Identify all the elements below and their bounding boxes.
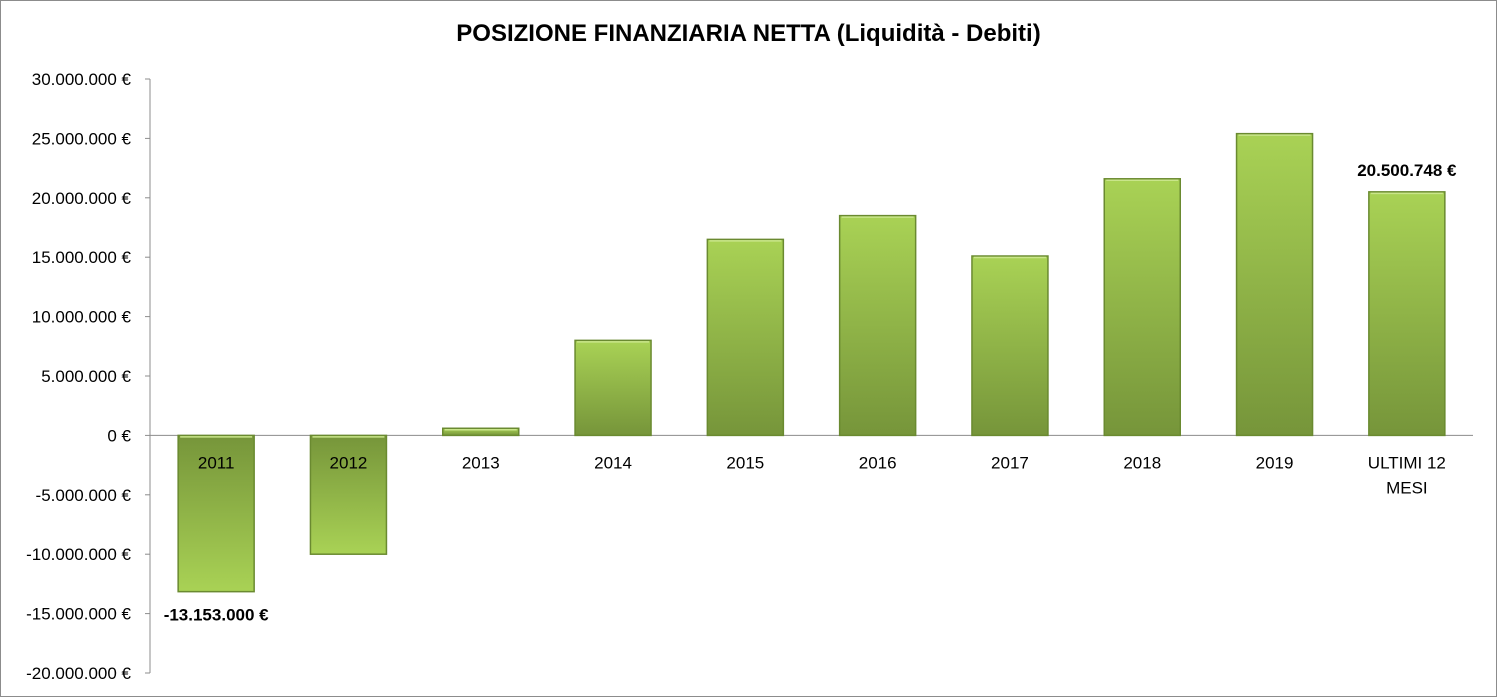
y-tick-label: -20.000.000 €: [26, 664, 131, 683]
data-label: -13.153.000 €: [164, 606, 269, 625]
x-tick-label: 2013: [462, 453, 500, 472]
x-tick-label: 2017: [991, 453, 1029, 472]
bar-2018: [1103, 178, 1181, 437]
y-tick-label: 10.000.000 €: [32, 308, 132, 327]
y-tick-label: 15.000.000 €: [32, 248, 132, 267]
y-tick-label: 0 €: [107, 426, 131, 445]
bar-2011: [177, 434, 255, 593]
bar-2013: [442, 427, 520, 437]
chart-title: POSIZIONE FINANZIARIA NETTA (Liquidità -…: [456, 20, 1041, 47]
x-tick-label: 2015: [726, 453, 764, 472]
y-tick-label: 25.000.000 €: [32, 129, 132, 148]
x-tick-label: 2011: [198, 453, 235, 472]
y-tick-label: -10.000.000 €: [26, 545, 131, 564]
y-tick-label: 5.000.000 €: [41, 367, 131, 386]
bar-2012: [309, 434, 388, 555]
x-tick-label: MESI: [1386, 478, 1428, 497]
x-tick-label: ULTIMI 12: [1368, 453, 1446, 472]
x-tick-label: 2014: [594, 453, 632, 472]
bar-2019: [1235, 132, 1314, 437]
bar-2014: [574, 339, 652, 437]
bar-2016: [838, 214, 917, 437]
y-tick-label: -15.000.000 €: [26, 605, 131, 624]
x-tick-label: 2018: [1123, 453, 1161, 472]
bar-2015: [706, 238, 785, 437]
y-tick-label: -5.000.000 €: [36, 486, 132, 505]
y-tick-label: 30.000.000 €: [32, 70, 132, 89]
bar-ultimi-12-mesi: [1368, 191, 1446, 437]
y-tick-label: 20.000.000 €: [32, 189, 132, 208]
x-tick-label: 2019: [1256, 453, 1294, 472]
bar-2017: [971, 255, 1049, 437]
data-label: 20.500.748 €: [1357, 161, 1457, 180]
x-tick-label: 2012: [330, 453, 368, 472]
x-tick-label: 2016: [859, 453, 897, 472]
